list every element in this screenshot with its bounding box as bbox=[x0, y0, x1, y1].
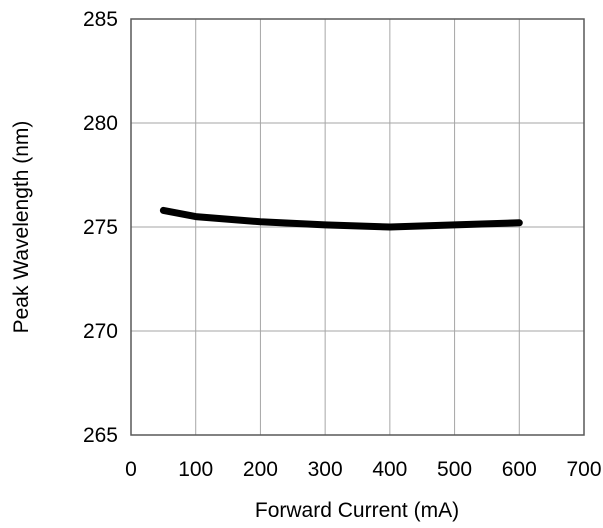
data-point bbox=[195, 216, 196, 217]
x-tick-label: 700 bbox=[566, 458, 601, 481]
y-tick-label: 285 bbox=[83, 8, 118, 31]
y-tick-label: 280 bbox=[83, 112, 118, 135]
plot-area-frame bbox=[130, 18, 585, 436]
series-line bbox=[159, 206, 523, 231]
data-point bbox=[325, 224, 326, 225]
x-tick-label: 600 bbox=[502, 458, 537, 481]
x-tick-label: 200 bbox=[243, 458, 278, 481]
data-point bbox=[454, 224, 455, 225]
y-tick-label: 275 bbox=[83, 216, 118, 239]
data-point bbox=[519, 222, 520, 223]
data-point bbox=[163, 210, 164, 211]
y-axis-title: Peak Wavelength (nm) bbox=[10, 121, 33, 334]
x-tick-label: 300 bbox=[308, 458, 343, 481]
y-tick-label: 265 bbox=[83, 424, 118, 447]
tick-labels: 0 100 200 300 400 500 600 700 265 270 275 280 285 bbox=[83, 8, 602, 481]
y-tick-label: 270 bbox=[83, 320, 118, 343]
x-tick-label: 0 bbox=[125, 458, 137, 481]
x-tick-label: 400 bbox=[372, 458, 407, 481]
x-tick-label: 100 bbox=[178, 458, 213, 481]
x-axis-title: Forward Current (mA) bbox=[255, 499, 459, 522]
series-group bbox=[159, 206, 523, 231]
x-tick-label: 500 bbox=[437, 458, 472, 481]
data-point bbox=[389, 227, 390, 228]
data-point bbox=[260, 221, 261, 222]
